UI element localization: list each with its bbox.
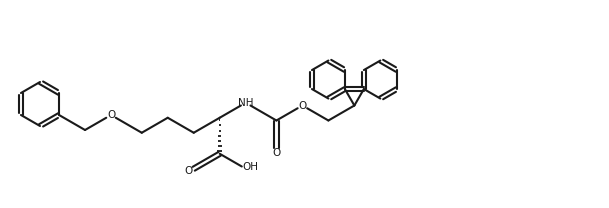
Text: O: O (298, 100, 306, 110)
Text: O: O (184, 166, 192, 176)
Text: O: O (272, 149, 281, 158)
Text: O: O (107, 110, 115, 120)
Text: OH: OH (242, 162, 258, 172)
Text: NH: NH (238, 98, 253, 108)
